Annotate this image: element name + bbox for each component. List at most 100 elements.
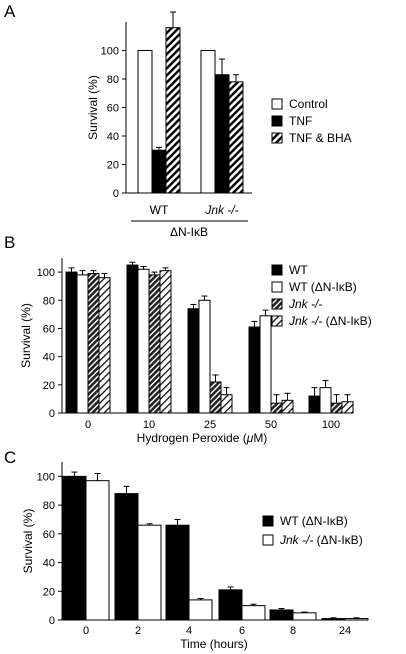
legend-label-suffix: (ΔN-IκB) [313, 533, 362, 547]
legend-label-text: Control [289, 97, 328, 111]
bar [151, 149, 167, 194]
y-axis-label: Survival (%) [21, 509, 35, 574]
bar [269, 609, 294, 621]
x-tick-label: 0 [85, 419, 91, 431]
legend-label: Control [289, 97, 328, 111]
bar [126, 264, 139, 414]
x-axis-label-end: M) [253, 431, 267, 445]
y-axis-label: Survival (%) [19, 303, 33, 368]
x-tick-label: 8 [290, 625, 296, 637]
x-tick-label: 10 [143, 419, 155, 431]
bar [85, 480, 110, 621]
legend-label: Jnk -/- (ΔN-IκB) [288, 314, 372, 328]
x-axis-label-unit: μ [246, 431, 254, 445]
panel-b-letter: B [4, 233, 15, 252]
legend-swatch [271, 264, 283, 276]
legend-label-suffix: (ΔN-IκB) [322, 314, 371, 328]
legend-label-text: WT (ΔN-IκB) [280, 514, 348, 528]
legend-label: Jnk -/- (ΔN-IκB) [279, 533, 363, 547]
x-tick-label: 24 [339, 625, 351, 637]
legend-swatch [271, 98, 283, 110]
x-tick-label: 100 [322, 419, 340, 431]
bar [114, 493, 139, 621]
y-axis-label: Survival (%) [86, 75, 100, 140]
bar [165, 524, 190, 621]
legend-label: WT [289, 263, 308, 277]
x-axis-label: Hydrogen Peroxide (μM) [137, 431, 268, 445]
legend-label: TNF & BHA [289, 131, 352, 145]
bar [65, 271, 78, 414]
panel-a: A 0 20 40 60 80 100 Survival (%) WT Jnk -/- ΔN-Iκ… [4, 2, 352, 239]
legend-label-text: TNF [289, 114, 312, 128]
bar [228, 81, 244, 194]
legend-swatch [262, 534, 274, 546]
panel-a-letter: A [4, 2, 16, 21]
x-tick-label: 2 [135, 625, 141, 637]
bar [330, 402, 343, 414]
y-tick-label: 100 [101, 46, 119, 58]
y-tick-label: 100 [37, 471, 55, 483]
legend-label: WT (ΔN-IκB) [289, 280, 357, 294]
legend-swatch [271, 132, 283, 144]
legend-swatch [262, 515, 274, 527]
bar [220, 394, 233, 414]
legend-swatch [271, 115, 283, 127]
y-tick-label: 0 [113, 188, 119, 200]
y-tick-label: 0 [49, 408, 55, 420]
y-tick-label: 20 [43, 380, 55, 392]
bar [344, 618, 369, 621]
legend-label-italic: Jnk -/- [288, 314, 322, 328]
y-tick-label: 20 [107, 160, 119, 172]
panel-c-letter: C [4, 448, 16, 467]
bar [259, 315, 272, 414]
x-tick-label: 50 [265, 419, 277, 431]
y-tick-label: 40 [43, 558, 55, 570]
y-tick-label: 60 [107, 103, 119, 115]
bar [98, 277, 111, 414]
y-tick-label: 0 [49, 615, 55, 627]
bar [248, 326, 261, 414]
x-tick-label: 25 [204, 419, 216, 431]
legend-swatch [271, 298, 283, 310]
legend-label-text: TNF & BHA [289, 131, 352, 145]
bar [319, 387, 332, 414]
group-bracket-label: ΔN-IκB [170, 225, 208, 239]
y-tick-label: 80 [43, 295, 55, 307]
bar [159, 270, 172, 414]
y-tick-label: 20 [43, 586, 55, 598]
y-tick-label: 40 [107, 131, 119, 143]
bar [87, 273, 100, 414]
x-tick-label: 0 [83, 625, 89, 637]
y-tick-label: 60 [43, 529, 55, 541]
bar [200, 50, 216, 194]
legend-label-italic: Jnk -/- [288, 297, 322, 311]
legend-swatch [271, 315, 283, 327]
bar [165, 27, 181, 194]
y-tick-label: 100 [37, 267, 55, 279]
x-group-label: WT [150, 203, 169, 217]
y-tick-label: 80 [107, 74, 119, 86]
x-group-label: Jnk -/- [204, 203, 238, 217]
bar [188, 599, 213, 621]
legend-label-text: WT [289, 263, 308, 277]
bar [214, 74, 230, 194]
legend-label-italic: Jnk -/- [279, 533, 313, 547]
x-tick-label: 6 [239, 625, 245, 637]
bar [198, 299, 211, 414]
bar [241, 605, 266, 621]
legend-label: Jnk -/- [288, 297, 322, 311]
panel-b: B 0 20 40 60 80 100 Survival (%) 0 10 25 50 100 Hydr… [4, 233, 372, 445]
panel-b-plot: 0 20 40 60 80 100 Survival (%) 0 10 25 50 100 Hydrog… [19, 258, 372, 445]
bar [270, 402, 283, 414]
legend-swatch [271, 281, 283, 293]
bar [187, 308, 200, 414]
x-axis-label: Time (hours) [180, 637, 248, 651]
bar [209, 381, 222, 414]
bar [62, 475, 87, 621]
bar [137, 524, 162, 621]
bar [148, 274, 161, 414]
x-tick-label: 4 [186, 625, 192, 637]
